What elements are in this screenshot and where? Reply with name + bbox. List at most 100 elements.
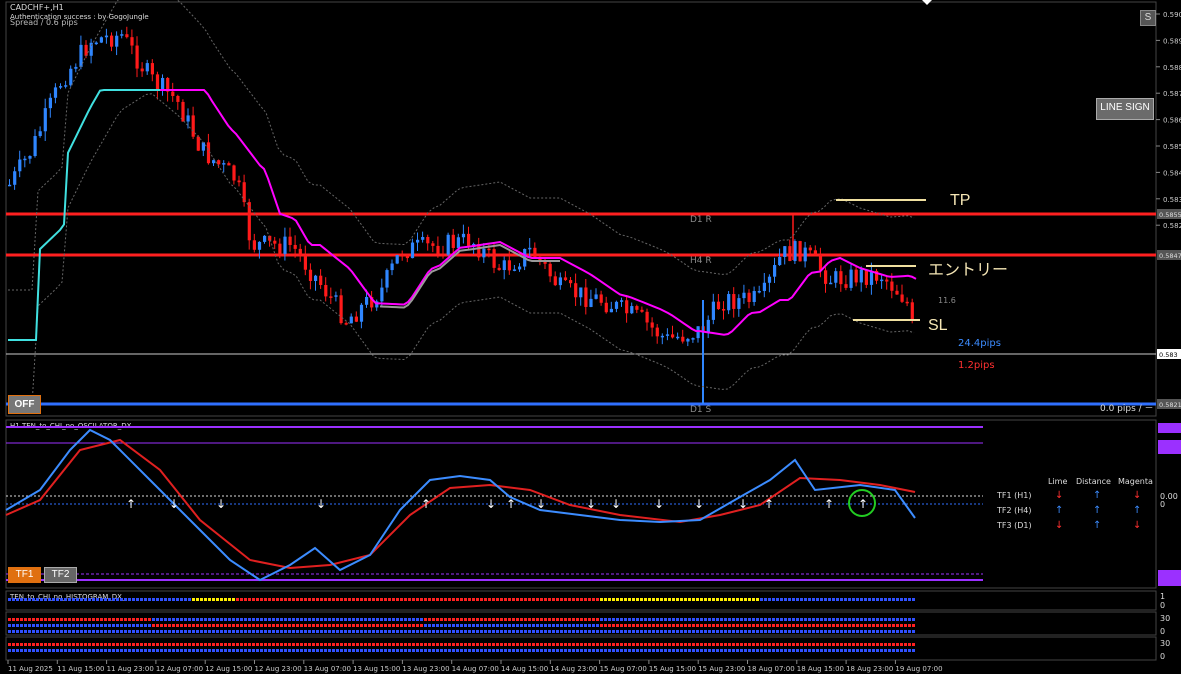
signal-arrow-icon: ↑ (858, 497, 868, 511)
right-pips-label: 0.0 pips / － (1100, 404, 1154, 414)
table-cell-arrow-icon: ↑ (1133, 505, 1141, 516)
level-label-h4r: H4 R (690, 256, 712, 266)
candle (747, 292, 751, 302)
candle (212, 160, 216, 164)
signal-arrow-icon: ↑ (506, 497, 516, 511)
candle (864, 269, 868, 285)
spread-text: Spread / 0.6 pips (10, 18, 78, 27)
candle (33, 136, 37, 157)
candle (671, 334, 675, 338)
candle (385, 270, 389, 288)
candle (104, 35, 109, 38)
candle (558, 277, 562, 286)
candle (48, 97, 52, 109)
candle (252, 240, 256, 250)
time-tick: 12 Aug 07:00 (156, 665, 203, 673)
signal-arrow-icon: ↓ (611, 497, 621, 511)
shift-marker-icon[interactable] (922, 0, 932, 5)
candle (161, 77, 165, 90)
candle (288, 236, 292, 245)
candle (395, 255, 399, 264)
candle (237, 180, 241, 183)
table-cell-arrow-icon: ↑ (1093, 520, 1101, 531)
time-tick: 19 Aug 07:00 (895, 665, 942, 673)
price-tick: 0.589 (1163, 37, 1181, 45)
candle (155, 74, 160, 90)
candle (895, 290, 899, 295)
off-button[interactable]: OFF (8, 395, 41, 414)
candle (497, 267, 501, 271)
candle (880, 279, 884, 282)
price-tick: 0.582 (1163, 222, 1181, 230)
tf2-button[interactable]: TF2 (44, 567, 77, 583)
candle (574, 283, 578, 298)
candle (99, 37, 103, 43)
tp-label: TP (950, 192, 970, 209)
envelope-bands (8, 0, 915, 406)
candle (706, 319, 710, 333)
candles (8, 26, 914, 404)
candle (854, 269, 858, 283)
osc-tag-1 (1158, 423, 1181, 433)
candle (23, 158, 27, 161)
corner-button[interactable]: S (1140, 10, 1156, 26)
hist3-axis-bottom: 0 (1160, 652, 1165, 661)
pips-down-label: 1.2pips (958, 360, 995, 371)
candle (232, 165, 236, 181)
candle (298, 248, 302, 255)
candle (818, 254, 823, 271)
candle (813, 250, 817, 255)
signal-arrow-icon: ↓ (738, 497, 748, 511)
table-cell-arrow-icon: ↑ (1055, 505, 1063, 516)
candle (380, 287, 384, 302)
candle (349, 316, 353, 324)
level-tag-text: 0.58212 (1159, 401, 1181, 409)
candle (905, 301, 909, 304)
level-label-d1r: D1 R (690, 215, 712, 225)
candle (640, 309, 644, 312)
time-tick: 14 Aug 07:00 (452, 665, 499, 673)
candle (742, 292, 746, 299)
candle (757, 290, 761, 293)
candle (645, 311, 649, 323)
oscillator-arrows: ↑ ↓ ↓ ↓ ↑ ↓ ↑ ↓ ↓ ↓ ↓ ↓ ↓ ↑ ↑ ↑ (126, 497, 868, 511)
candle (13, 171, 17, 185)
histogram-dots (8, 598, 915, 652)
price-axis: 0.590 0.589 0.588 0.587 0.586 0.585 0.584 0.583… (1156, 11, 1181, 230)
candle (227, 163, 231, 166)
table-cell-arrow-icon: ↓ (1055, 520, 1063, 531)
table-cell-arrow-icon: ↓ (1055, 490, 1063, 501)
candle (171, 91, 175, 96)
signal-arrow-icon: ↓ (586, 497, 596, 511)
candle (303, 254, 307, 270)
candle (630, 306, 634, 314)
candle (247, 202, 251, 241)
candle (773, 265, 777, 277)
signal-arrow-icon: ↓ (216, 497, 226, 511)
candle (548, 263, 552, 277)
table-cell-arrow-icon: ↓ (1133, 520, 1141, 531)
tf1-button[interactable]: TF1 (8, 567, 41, 583)
time-tick: 14 Aug 23:00 (550, 665, 597, 673)
candle (79, 44, 83, 67)
candle (135, 45, 139, 69)
candle (859, 269, 863, 283)
candle (145, 63, 149, 72)
candle (609, 308, 613, 313)
credit-text: Authentication success : by GogoJungle (10, 13, 149, 21)
histogram2-frame (5, 611, 1157, 636)
signal-arrow-icon: ↑ (421, 497, 431, 511)
candle (691, 338, 695, 340)
osc-axis-top: 0.00 (1160, 492, 1178, 501)
price-tick: 0.587 (1163, 90, 1181, 98)
candle (130, 37, 134, 46)
candle (614, 301, 619, 309)
candle (584, 287, 588, 307)
candle (405, 255, 409, 259)
candle (569, 280, 573, 284)
candle (166, 77, 170, 92)
candle (370, 296, 374, 308)
candle (273, 240, 277, 244)
line-sign-button[interactable]: LINE SIGN (1096, 98, 1154, 120)
